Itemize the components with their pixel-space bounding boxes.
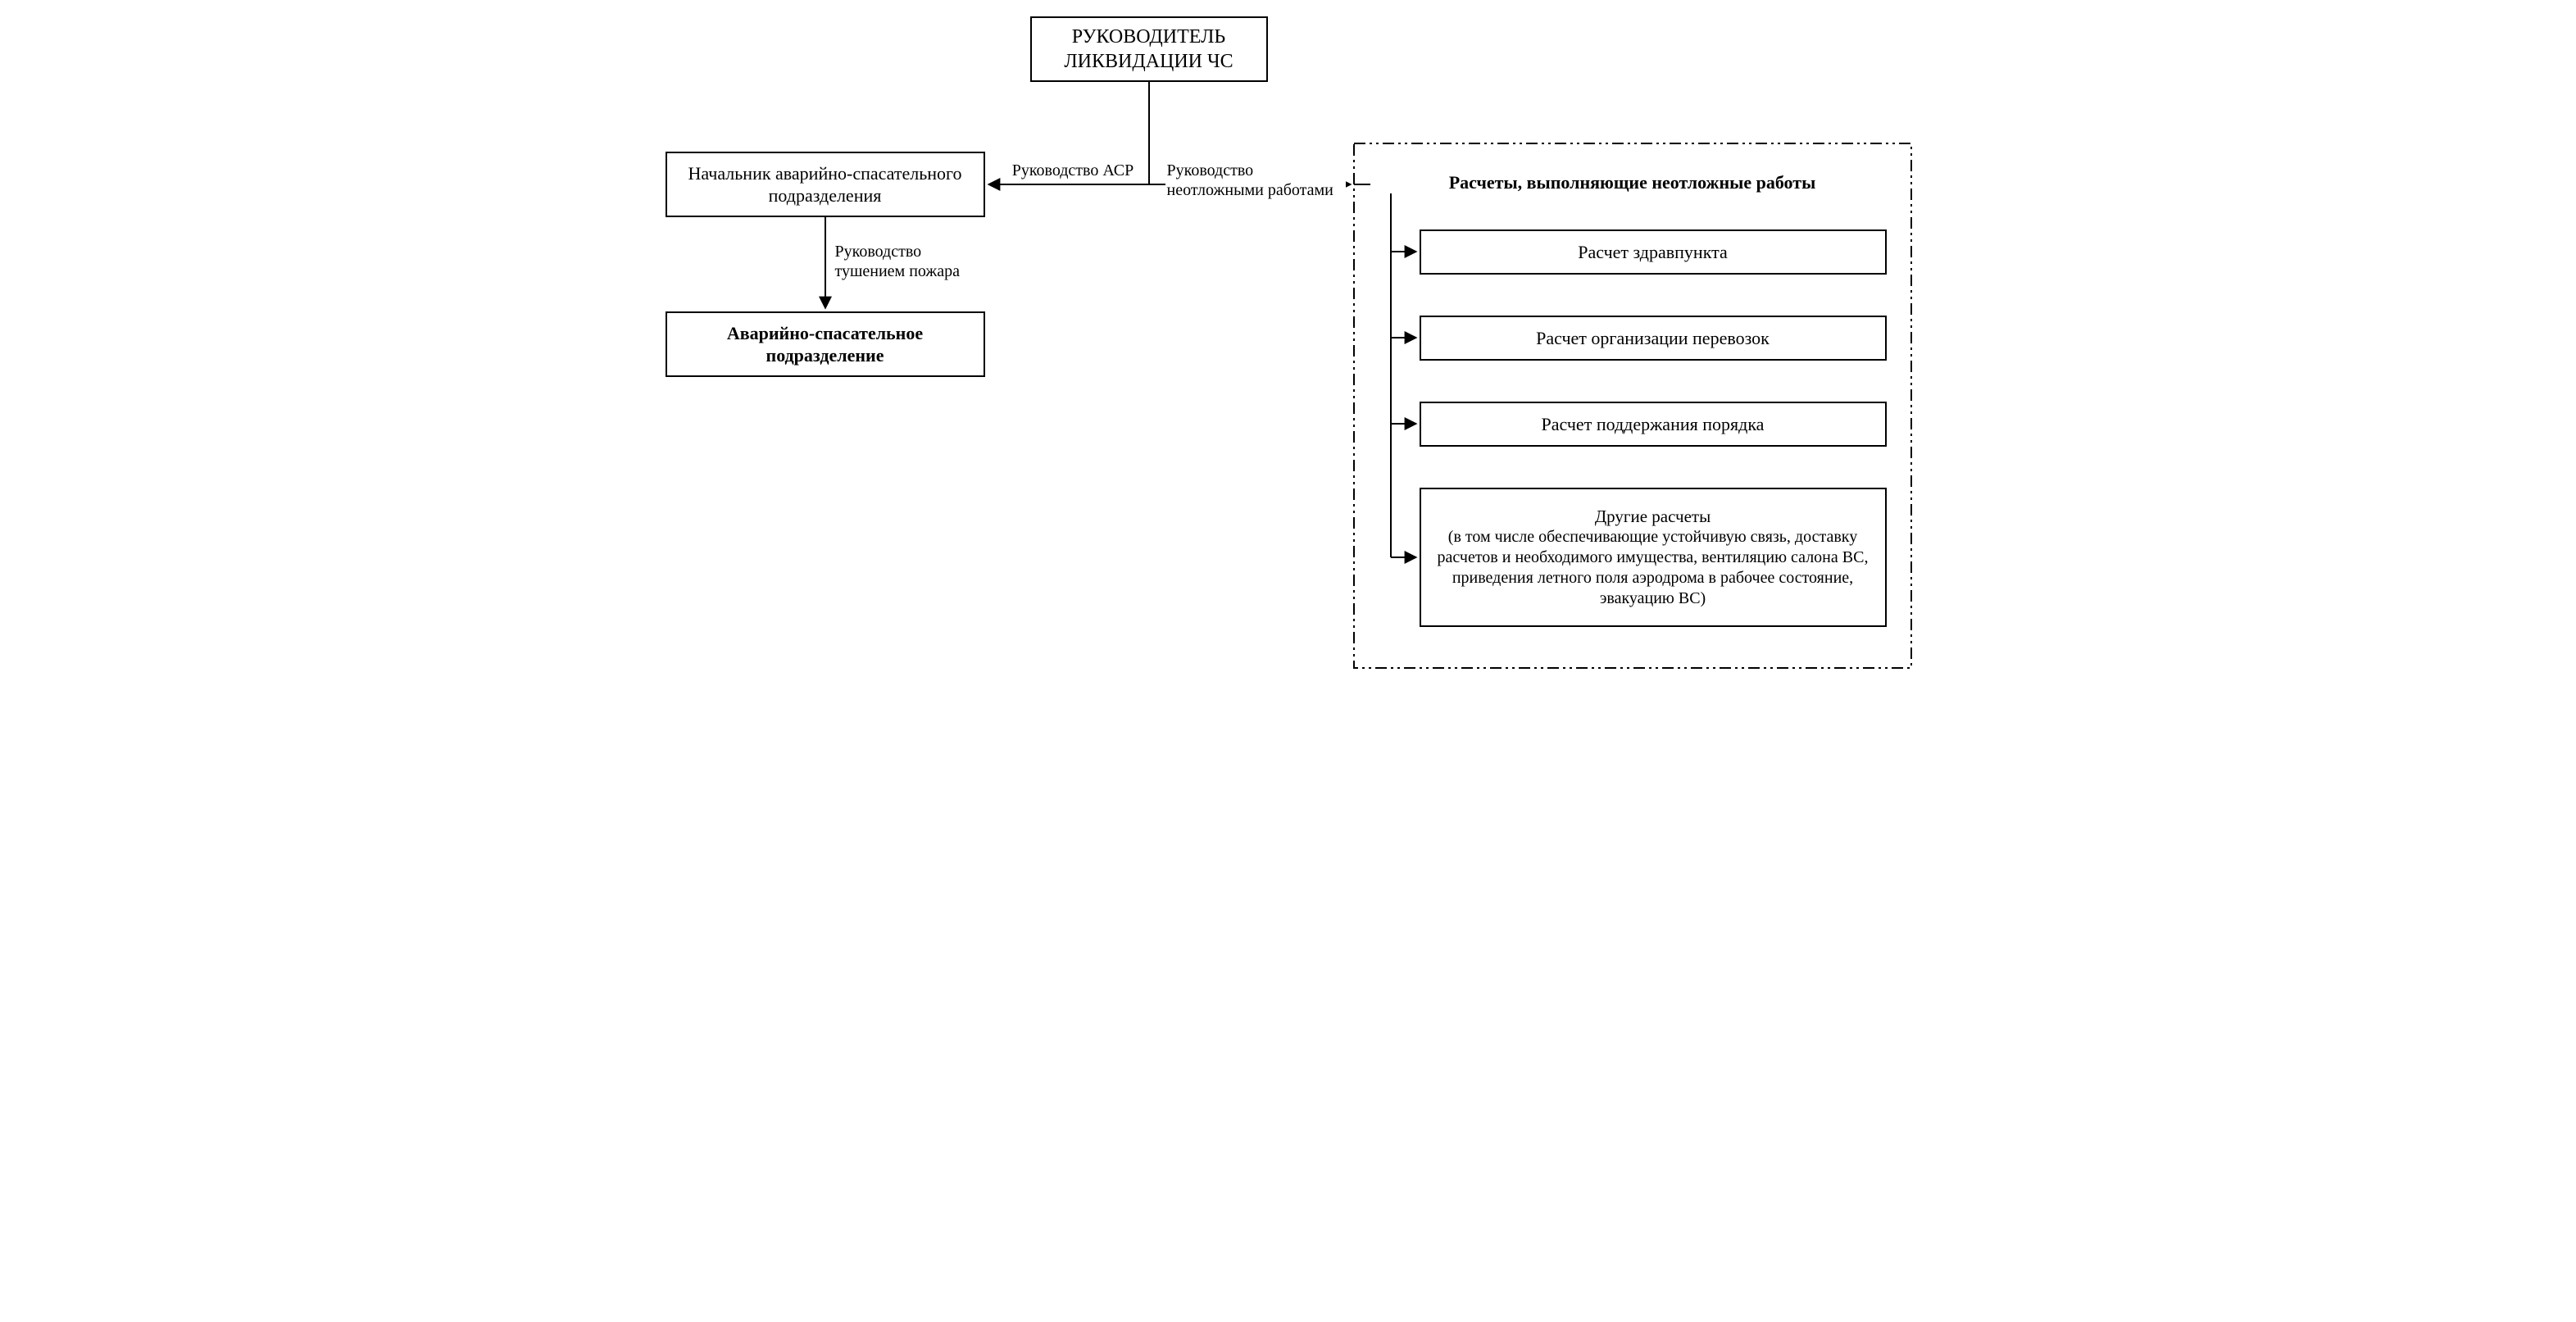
node-rescue-unit-text: Аварийно-спасательное подразделение (679, 322, 972, 367)
node-r4-line2: (в том числе обеспечивающие устойчивую с… (1433, 527, 1874, 609)
label-fire-l1: Руководство (835, 242, 971, 261)
node-r4-line1: Другие расчеты (1433, 506, 1874, 527)
node-r2: Расчет организации перевозок (1420, 316, 1887, 361)
label-fire-l2: тушением пожара (835, 261, 971, 281)
node-rescue-head: Начальник аварийно-спасательного подразд… (666, 152, 985, 217)
node-leader-line1: РУКОВОДИТЕЛЬ (1064, 25, 1233, 49)
label-urgent-l1: Руководство (1167, 161, 1344, 180)
label-fire: Руководство тушением пожара (834, 242, 973, 281)
node-rescue-head-text: Начальник аварийно-спасательного подразд… (679, 162, 972, 207)
node-leader: РУКОВОДИТЕЛЬ ЛИКВИДАЦИИ ЧС (1030, 16, 1268, 82)
group-title: Расчеты, выполняющие неотложные работы (1370, 172, 1895, 193)
node-r1: Расчет здравпункта (1420, 229, 1887, 275)
label-asr-text: Руководство АСР (1012, 161, 1134, 179)
node-r1-text: Расчет здравпункта (1578, 241, 1728, 264)
label-urgent-l2: неотложными работами (1167, 180, 1344, 200)
node-r4: Другие расчеты (в том числе обеспечивающ… (1420, 488, 1887, 627)
node-r3: Расчет поддержания порядка (1420, 402, 1887, 447)
node-rescue-unit: Аварийно-спасательное подразделение (666, 311, 985, 377)
node-r2-text: Расчет организации перевозок (1536, 327, 1770, 350)
label-asr: Руководство АСР (1002, 161, 1145, 180)
node-r3-text: Расчет поддержания порядка (1542, 413, 1765, 436)
node-leader-line2: ЛИКВИДАЦИИ ЧС (1064, 49, 1233, 74)
group-title-text: Расчеты, выполняющие неотложные работы (1449, 172, 1816, 193)
label-urgent: Руководство неотложными работами (1165, 161, 1346, 200)
diagram-canvas: РУКОВОДИТЕЛЬ ЛИКВИДАЦИИ ЧС Начальник ава… (657, 16, 1920, 672)
